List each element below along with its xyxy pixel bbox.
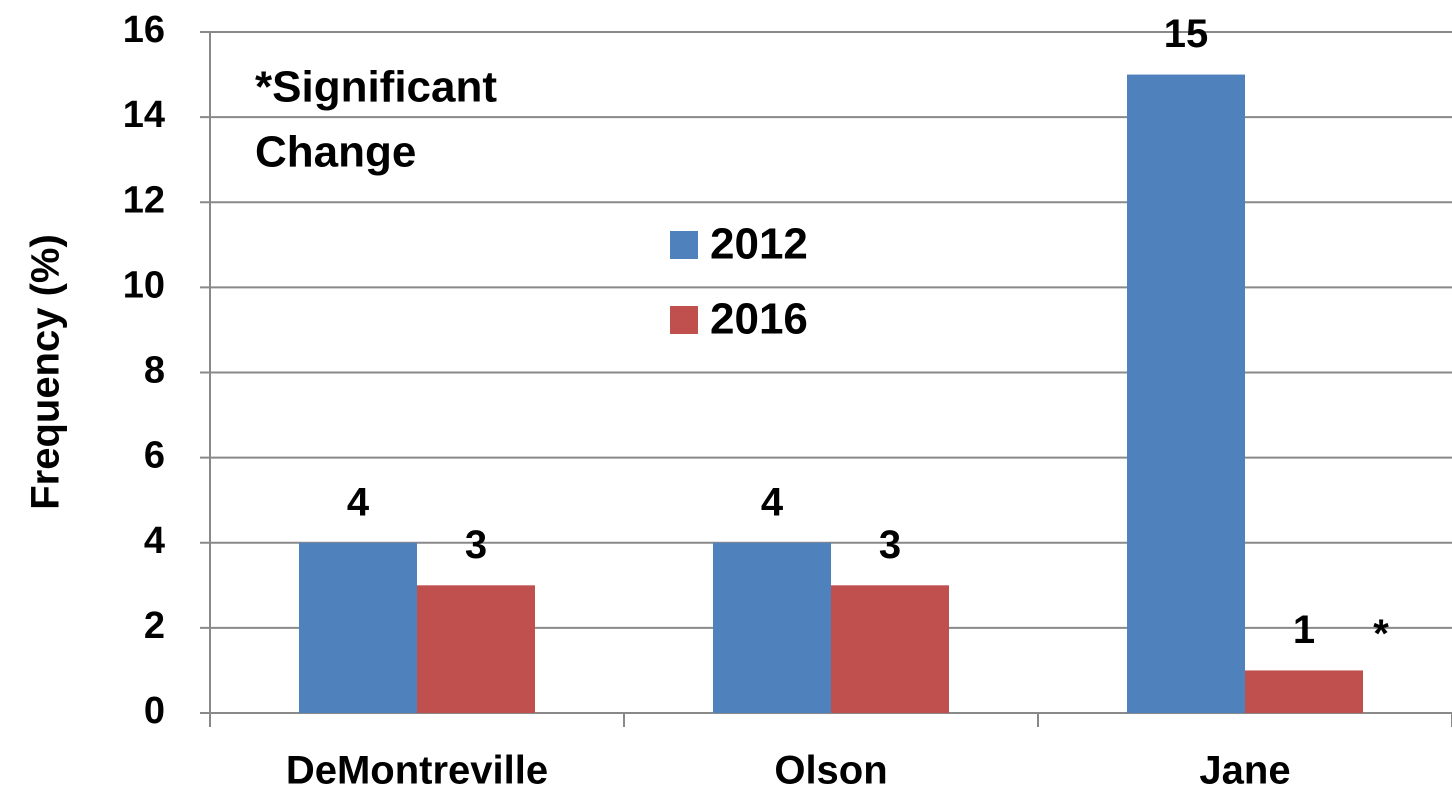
y-tick-label: 6 xyxy=(144,435,165,477)
x-tick-label: DeMontreville xyxy=(286,749,548,793)
bar xyxy=(713,542,831,713)
significance-marker: * xyxy=(1373,612,1389,656)
annotation: Change xyxy=(255,128,416,177)
bar xyxy=(417,585,535,713)
legend-label: 2016 xyxy=(710,295,808,344)
data-label: 4 xyxy=(761,480,784,524)
bar xyxy=(1127,74,1245,713)
y-tick-label: 8 xyxy=(144,350,165,392)
legend-swatch xyxy=(670,231,698,259)
bar xyxy=(831,585,949,713)
x-tick-label: Jane xyxy=(1199,749,1290,793)
y-tick-label: 14 xyxy=(123,94,165,136)
y-tick-label: 0 xyxy=(144,690,165,732)
annotation: *Significant xyxy=(255,63,497,112)
x-tick-label: Olson xyxy=(774,749,887,793)
y-tick-label: 10 xyxy=(123,264,165,306)
data-label: 3 xyxy=(879,523,901,567)
y-tick-label: 16 xyxy=(123,9,165,51)
bar xyxy=(299,542,417,713)
y-tick-label: 12 xyxy=(123,179,165,221)
legend-label: 2012 xyxy=(710,220,808,269)
data-label: 15 xyxy=(1164,12,1209,56)
data-label: 4 xyxy=(347,480,370,524)
y-tick-label: 4 xyxy=(144,520,165,562)
y-axis-label: Frequency (%) xyxy=(24,234,68,510)
data-label: 1 xyxy=(1293,608,1315,652)
data-label: 3 xyxy=(465,523,487,567)
legend-swatch xyxy=(670,306,698,334)
bar xyxy=(1245,670,1363,713)
y-tick-label: 2 xyxy=(144,605,165,647)
